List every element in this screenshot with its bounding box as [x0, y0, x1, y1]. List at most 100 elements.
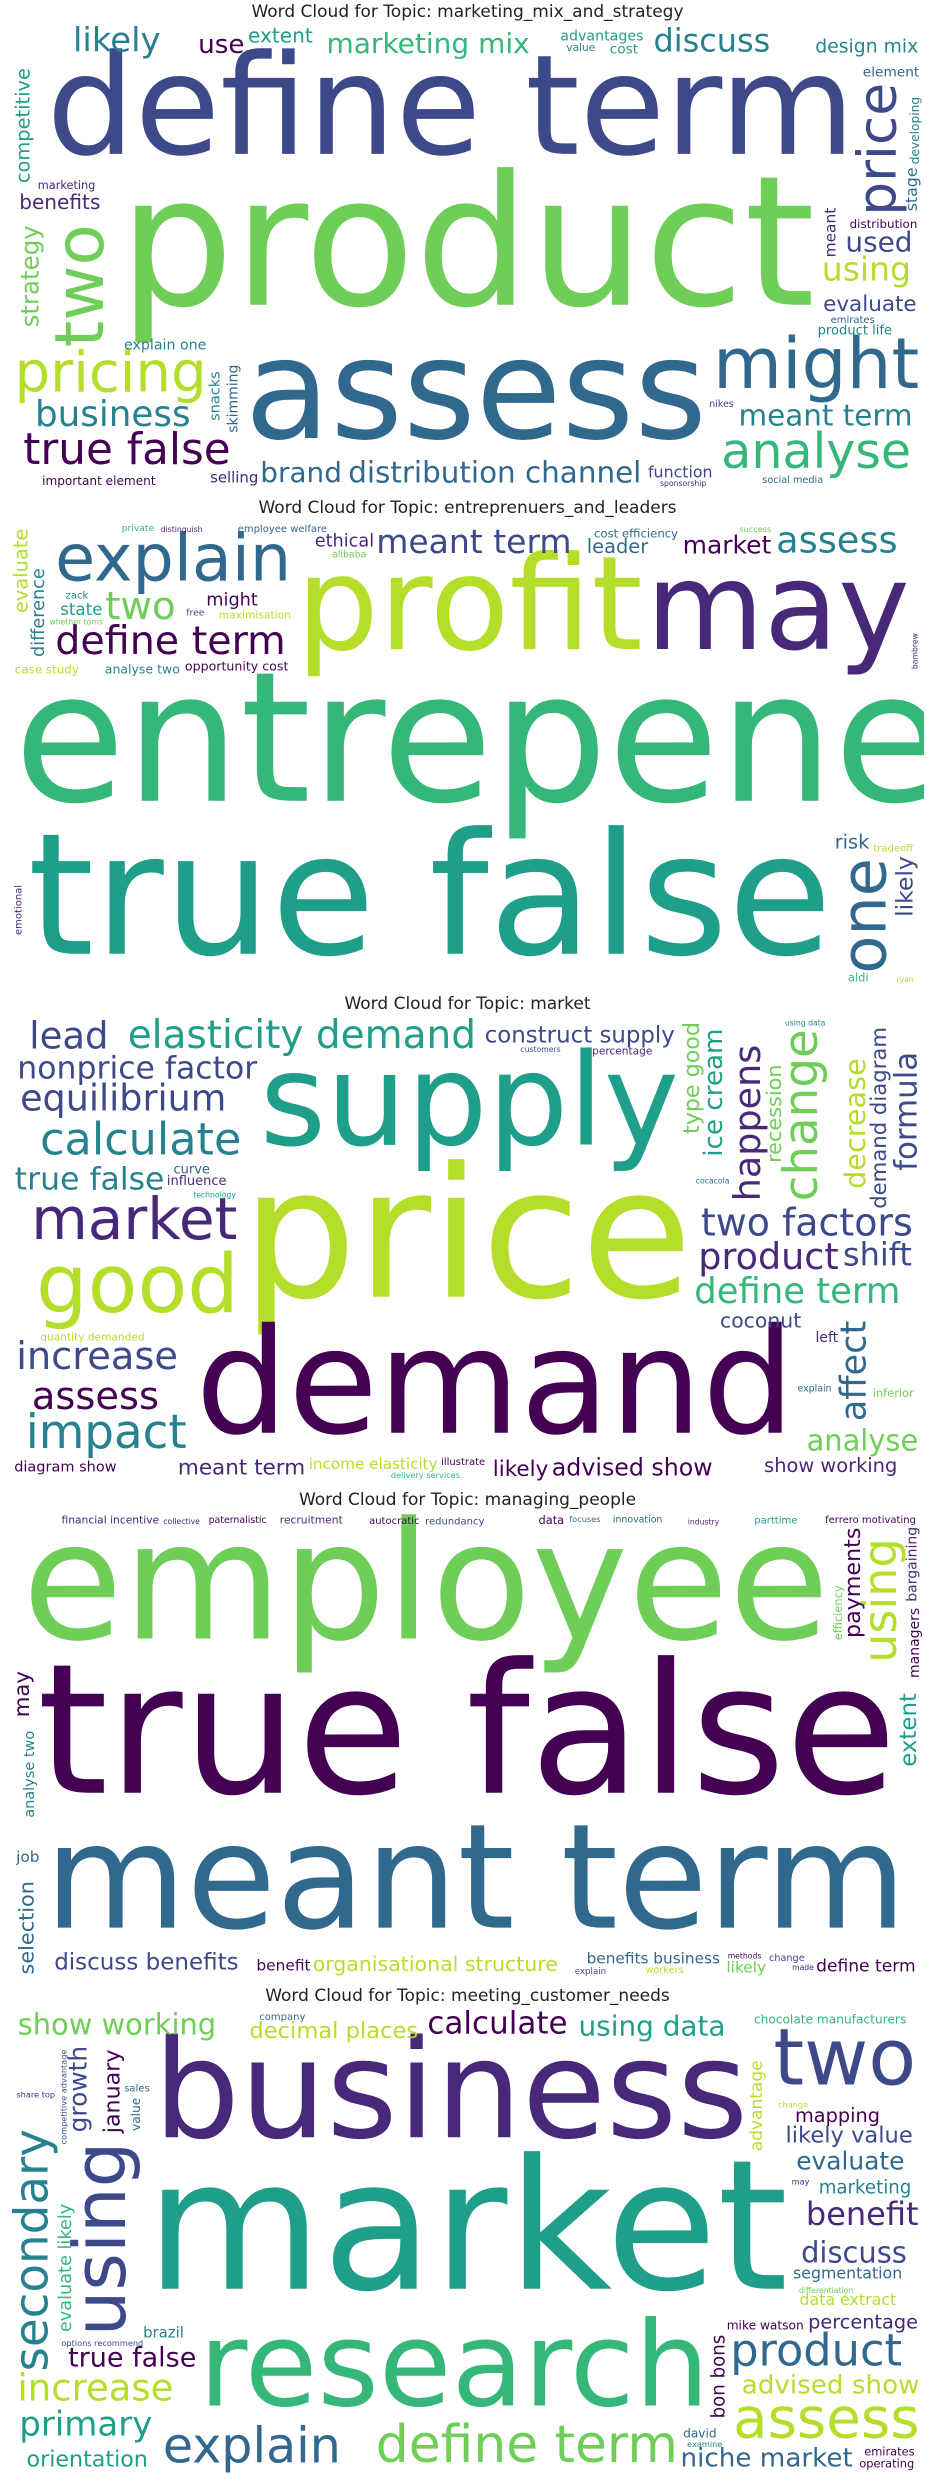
cloud-word: sales: [124, 2084, 149, 2095]
cloud-word: employee welfare: [238, 524, 327, 535]
cloud-word: benefits: [19, 190, 100, 214]
cloud-word: change: [778, 2099, 808, 2109]
cloud-word: meant term: [178, 1456, 305, 1481]
cloud-word: share top: [16, 2090, 55, 2100]
cloud-word: two: [773, 2012, 916, 2103]
cloud-word: advantages: [560, 29, 643, 45]
cloud-word: advised show: [552, 1454, 713, 1482]
cloud-word: free: [186, 607, 204, 618]
cloud-word: january: [99, 2049, 125, 2134]
cloud-word: income elasticity: [309, 1455, 438, 1473]
chart-title: Word Cloud for Topic: entreprenuers_and_…: [258, 498, 677, 518]
cloud-word: equilibrium: [20, 1077, 226, 1120]
cloud-word: decrease: [838, 1058, 872, 1189]
cloud-word: emotional: [13, 885, 24, 935]
cloud-word: job: [15, 1848, 39, 1866]
cloud-word: change: [769, 1953, 805, 1964]
cloud-word: recession: [762, 1064, 786, 1162]
chart-title: Word Cloud for Topic: market: [344, 994, 591, 1014]
cloud-word: illustrate: [441, 1457, 485, 1468]
cloud-word: market: [146, 2121, 788, 2332]
cloud-word: supply: [260, 1027, 679, 1175]
word-cloud-panel: Word Cloud for Topic: market price demand s…: [0, 992, 935, 1488]
cloud-word: using: [853, 1538, 907, 1663]
cloud-word: value: [566, 42, 595, 54]
cloud-word: assess: [733, 2387, 919, 2452]
cloud-word: operating: [859, 2456, 914, 2470]
cloud-word: element: [863, 65, 920, 81]
cloud-word: niche market: [681, 2444, 853, 2474]
cloud-word: true false: [23, 424, 230, 475]
cloud-word: cocacola: [696, 1177, 730, 1186]
cloud-word: parttime: [754, 1515, 797, 1526]
cloud-word: evaluate likely: [56, 2204, 76, 2332]
cloud-word: distribution channel: [348, 455, 641, 489]
cloud-word: demand diagram: [866, 1027, 891, 1209]
cloud-word: impact: [26, 1406, 187, 1460]
cloud-word: two: [105, 584, 175, 629]
cloud-word: innovation: [613, 1515, 663, 1526]
cloud-word: show working: [18, 2010, 216, 2041]
cloud-word: product life: [818, 323, 892, 338]
cloud-word: explain: [163, 2416, 341, 2474]
cloud-word: define term: [694, 1271, 900, 1312]
cloud-word: likely: [726, 1959, 766, 1977]
cloud-word: define term: [376, 2415, 678, 2474]
cloud-word: product: [730, 2324, 902, 2376]
cloud-word: discuss benefits: [54, 1950, 238, 1976]
cloud-word: price: [242, 1129, 692, 1340]
cloud-word: emirates: [864, 2445, 914, 2459]
cloud-word: using: [59, 2142, 143, 2337]
cloud-word: case study: [15, 662, 79, 676]
cloud-word: recruitment: [280, 1514, 343, 1526]
cloud-word: evaluate: [823, 292, 917, 317]
cloud-word: redundancy: [425, 1516, 484, 1527]
cloud-word: may: [646, 537, 910, 678]
cloud-word: payments: [840, 1528, 866, 1638]
cloud-word: benefits business: [587, 1949, 720, 1967]
cloud-word: examine: [687, 2439, 722, 2449]
cloud-word: may: [792, 2177, 810, 2187]
word-cloud: market business research define term assess p…: [12, 2010, 924, 2474]
cloud-word: advised show: [742, 2370, 920, 2400]
cloud-word: state: [60, 599, 102, 619]
cloud-word: influence: [167, 1174, 227, 1189]
cloud-word: strategy: [16, 225, 45, 327]
cloud-word: discuss: [801, 2235, 907, 2269]
cloud-word: define term: [55, 618, 285, 664]
cloud-word: difference: [29, 568, 49, 657]
cloud-word: brazil: [143, 2324, 184, 2342]
cloud-word: differentiation: [799, 2286, 853, 2295]
cloud-word: emirates: [831, 315, 875, 326]
cloud-word: assess: [32, 1374, 159, 1419]
cloud-word: likely value: [786, 2122, 913, 2148]
cloud-word: workers: [646, 1965, 684, 1976]
cloud-word: primary: [19, 2405, 152, 2445]
cloud-word: true false: [28, 797, 832, 986]
cloud-word: social media: [762, 475, 823, 486]
cloud-word: sponsorship: [660, 479, 706, 488]
cloud-word: brand: [260, 456, 342, 489]
cloud-word: diagram show: [14, 1460, 117, 1476]
cloud-word: bambrew: [910, 633, 919, 669]
cloud-word: mapping: [795, 2104, 880, 2127]
cloud-word: business: [153, 2011, 748, 2170]
cloud-word: distribution: [850, 217, 918, 231]
cloud-word: focuses: [569, 1514, 600, 1524]
cloud-word: shift: [843, 1236, 912, 1274]
cloud-word: explain: [55, 522, 291, 596]
cloud-word: product: [698, 1235, 838, 1278]
cloud-word: good: [36, 1237, 239, 1332]
cloud-word: company: [259, 2012, 305, 2023]
cloud-word: function: [648, 463, 713, 482]
cloud-word: marketing: [819, 2177, 912, 2198]
cloud-word: likely: [891, 856, 919, 917]
cloud-word: percentage: [808, 2311, 918, 2334]
cloud-word: bon bons: [708, 2335, 729, 2419]
cloud-word: ferrero motivating: [825, 1515, 916, 1526]
cloud-word: benefit: [806, 2195, 919, 2233]
cloud-word: percentage: [592, 1045, 652, 1057]
